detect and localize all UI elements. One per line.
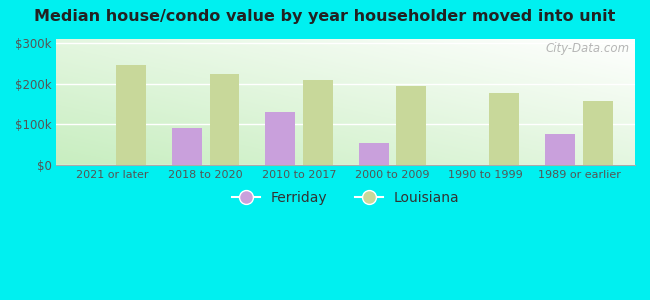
Bar [396,86,426,165]
Bar [489,93,519,165]
Bar [265,112,295,165]
Bar [116,65,146,165]
Text: City-Data.com: City-Data.com [545,41,629,55]
Bar [172,128,202,165]
Bar [359,142,389,165]
Legend: Ferriday, Louisiana: Ferriday, Louisiana [226,186,465,211]
Text: Median house/condo value by year householder moved into unit: Median house/condo value by year househo… [34,9,616,24]
Bar [303,80,333,165]
Bar [583,101,612,165]
Bar [209,74,239,165]
Bar [545,134,575,165]
